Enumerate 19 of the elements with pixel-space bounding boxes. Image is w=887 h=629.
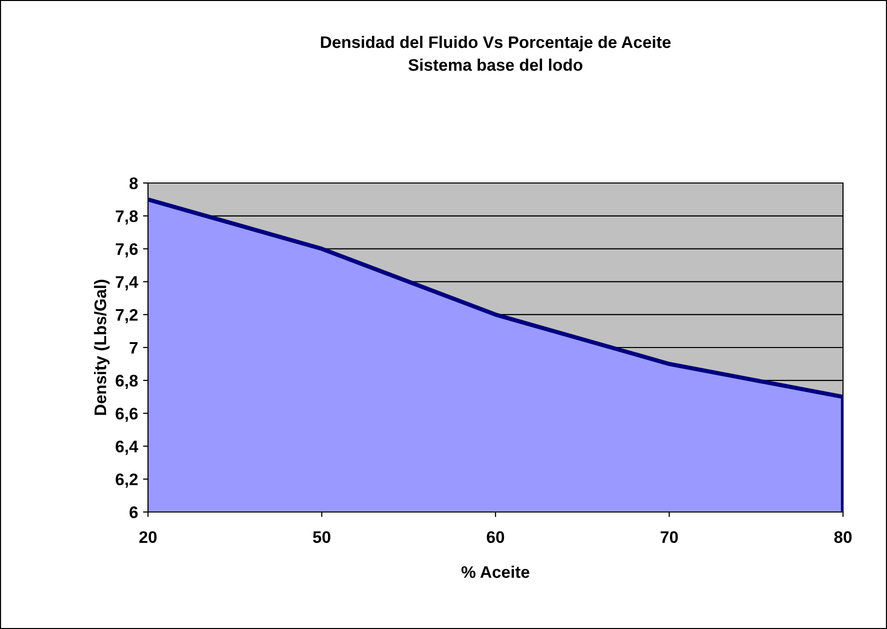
x-tick-label: 80 bbox=[834, 531, 852, 543]
x-tick-label: 60 bbox=[486, 531, 504, 543]
x-axis-title: % Aceite bbox=[461, 566, 530, 578]
y-tick-label: 6 bbox=[130, 506, 138, 518]
x-tick-label: 50 bbox=[312, 531, 330, 543]
y-axis-title: Density (Lbs/Gal) bbox=[94, 280, 110, 415]
y-tick-label: 7,2 bbox=[116, 309, 138, 324]
y-tick-label: 6,6 bbox=[116, 408, 138, 422]
y-tick-label: 8 bbox=[130, 177, 138, 190]
y-tick-label: 7,8 bbox=[116, 210, 138, 225]
x-tick-label: 70 bbox=[660, 531, 678, 543]
y-tick-label: 7 bbox=[130, 342, 138, 354]
y-tick-label: 6,2 bbox=[116, 474, 138, 488]
y-tick-label: 7,4 bbox=[116, 276, 138, 290]
x-tick-label: 20 bbox=[139, 531, 157, 543]
y-tick-label: 6,4 bbox=[116, 440, 138, 455]
y-tick-label: 7,6 bbox=[116, 243, 138, 258]
chart-title: Densidad del Fluido Vs Porcentaje de Aceite Sistema base del lodo bbox=[320, 36, 671, 71]
y-tick-label: 6,8 bbox=[116, 374, 138, 390]
